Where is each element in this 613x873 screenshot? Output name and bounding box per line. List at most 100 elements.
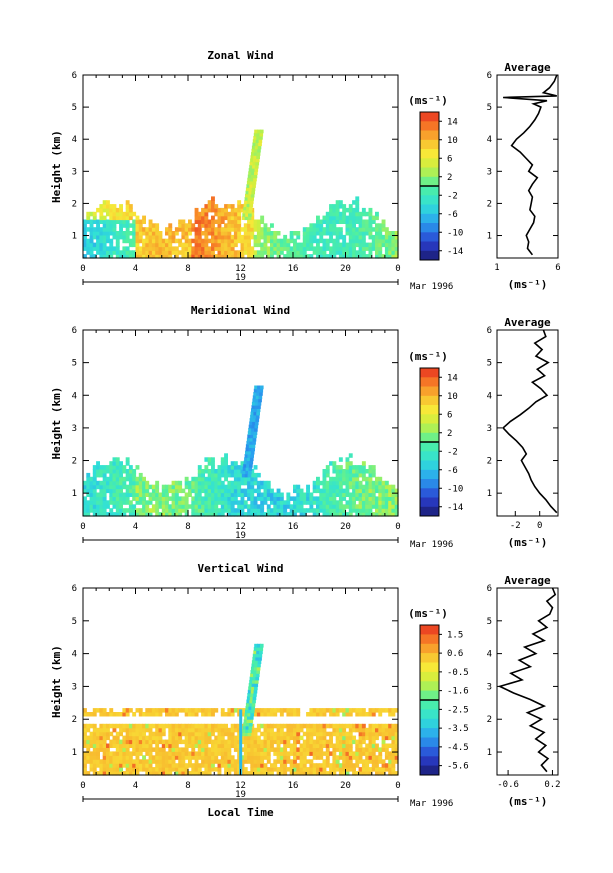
y-axis-label: Height (km) [50,387,63,460]
avg-y-tick-label: 2 [487,199,492,209]
y-axis-label: Height (km) [50,645,63,718]
colorbar-swatch [420,204,439,215]
colorbar-tick-label: -0.5 [447,668,469,678]
avg-x-tick-label: -0.6 [497,780,519,790]
colorbar-tick-label: -14 [447,247,463,257]
colorbar-swatch [420,405,439,415]
y-tick-label: 4 [72,650,77,660]
colorbar-tick-label: 10 [447,136,458,146]
x-tick-label: 16 [288,781,299,791]
avg-x-tick-label: 1 [494,263,499,273]
x-axis-label: Local Time [207,806,274,819]
chart-title: Zonal Wind [207,49,273,62]
colorbar-swatch [420,737,439,748]
x-tick-label: 20 [340,781,351,791]
avg-y-tick-label: 1 [487,232,492,242]
avg-y-tick-label: 5 [487,103,492,113]
colorbar-swatch [420,395,439,406]
avg-x-tick-label: -2 [510,521,521,531]
colorbar-tick-label: 6 [447,154,452,164]
x-tick-label: 20 [340,522,351,532]
colorbar-swatch [420,497,439,508]
average-profile-line [497,587,557,773]
colorbar-swatch [420,709,439,720]
colorbar-tick-label: -2 [447,447,458,457]
x-tick-label: 0 [395,522,400,532]
x-tick-label: 0 [80,264,85,274]
avg-y-tick-label: 5 [487,359,492,369]
colorbar-swatch [420,186,439,196]
colorbar-swatch [420,167,439,178]
colorbar-tick-label: 0.6 [447,649,463,659]
colorbar-swatch [420,728,439,738]
avg-y-tick-label: 4 [487,650,492,660]
colorbar-tick-label: 10 [447,392,458,402]
x-tick-label: 12 [235,264,246,274]
colorbar-swatch [420,414,439,424]
colorbar-tick-label: 2 [447,429,452,439]
colorbar-tick-label: -2.5 [447,705,469,715]
heatmap-cells [83,385,399,517]
x-tick-label: 20 [340,264,351,274]
average-title: Average [504,61,551,74]
month-label: Mar 1996 [410,540,453,550]
colorbar-swatch [420,671,439,682]
colorbar-swatch [420,232,439,242]
colorbar-swatch [420,662,439,673]
colorbar-tick-label: -1.6 [447,687,469,697]
colorbar-swatch [420,479,439,489]
colorbar-swatch [420,158,439,168]
avg-y-tick-label: 2 [487,457,492,467]
chart-title: Vertical Wind [197,562,283,575]
average-panel: Average 1 2 3 4 5 6 1 6 (ms⁻¹) [487,61,561,291]
avg-x-tick-label: 6 [555,263,560,273]
avg-y-tick-label: 1 [487,489,492,499]
avg-y-tick-label: 2 [487,715,492,725]
x-tick-label: 4 [133,781,138,791]
y-tick-label: 4 [72,135,77,145]
y-tick-label: 2 [72,199,77,209]
y-tick-label: 3 [72,424,77,434]
avg-y-tick-label: 5 [487,617,492,627]
colorbar-swatch [420,756,439,767]
colorbar-tick-label: -3.5 [447,724,469,734]
colorbar-unit: (ms⁻¹) [408,607,448,620]
x-tick-label: 4 [133,264,138,274]
y-tick-label: 6 [72,326,77,336]
average-profile-line [503,74,558,256]
x-tick-label: 8 [185,781,190,791]
month-label: Mar 1996 [410,799,453,809]
average-panel: Average 1 2 3 4 5 6 -2 0 (ms⁻¹) [487,316,559,549]
date-label: 19 [235,790,246,800]
x-tick-label: 4 [133,522,138,532]
colorbar-swatch [420,386,439,397]
colorbar-tick-label: -5.6 [447,762,469,772]
avg-y-tick-label: 6 [487,71,492,81]
colorbar-swatch [420,213,439,224]
x-tick-label: 0 [80,781,85,791]
colorbar-tick-label: -6 [447,466,458,476]
avg-x-tick-label: 0 [537,521,542,531]
average-title: Average [504,316,551,329]
x-tick-label: 8 [185,264,190,274]
average-title: Average [504,574,551,587]
y-tick-label: 3 [72,167,77,177]
colorbar-tick-label: 2 [447,173,452,183]
x-tick-label: 0 [80,522,85,532]
colorbar-swatch [420,451,439,461]
average-panel: Average 1 2 3 4 5 6 -0.6 0.2 (ms⁻¹) [487,574,561,808]
colorbar-swatch [420,149,439,159]
colorbar-swatch [420,700,439,710]
colorbar-swatch [420,130,439,141]
colorbar-swatch [420,681,439,692]
colorbar-tick-label: 6 [447,410,452,420]
colorbar-unit: (ms⁻¹) [408,94,448,107]
colorbar-swatch [420,643,439,654]
colorbar-swatch [420,506,439,517]
avg-y-tick-label: 6 [487,326,492,336]
colorbar-tick-label: 1.5 [447,630,463,640]
colorbar-swatch [420,176,439,187]
y-tick-label: 4 [72,391,77,401]
